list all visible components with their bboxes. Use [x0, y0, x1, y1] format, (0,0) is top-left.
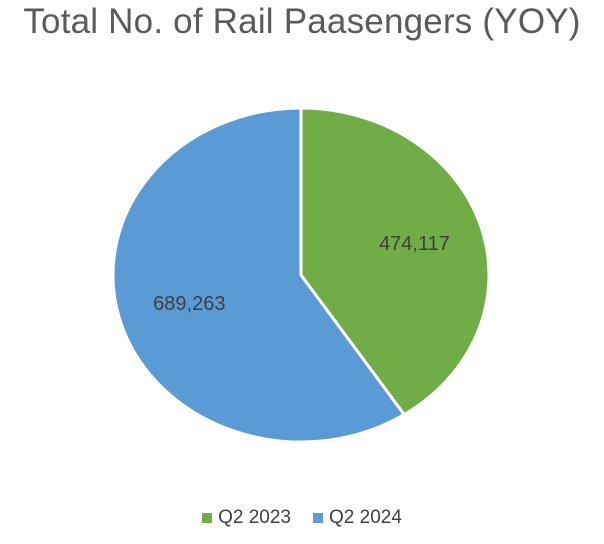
- legend-swatch-q2-2023: [202, 513, 213, 523]
- legend-label-q2-2023: Q2 2023: [218, 507, 291, 528]
- data-label-q2-2023: 474,117: [379, 233, 450, 255]
- legend-item-q2-2024: Q2 2024: [313, 507, 402, 529]
- chart-title: Total No. of Rail Paasengers (YOY): [23, 2, 581, 41]
- legend-label-q2-2024: Q2 2024: [329, 507, 402, 528]
- data-label-q2-2024: 689,263: [153, 293, 225, 315]
- legend: Q2 2023 Q2 2024: [0, 507, 604, 529]
- legend-swatch-q2-2024: [313, 513, 323, 523]
- legend-item-q2-2023: Q2 2023: [202, 507, 291, 529]
- pie-slice-q2-2024: [111, 106, 407, 444]
